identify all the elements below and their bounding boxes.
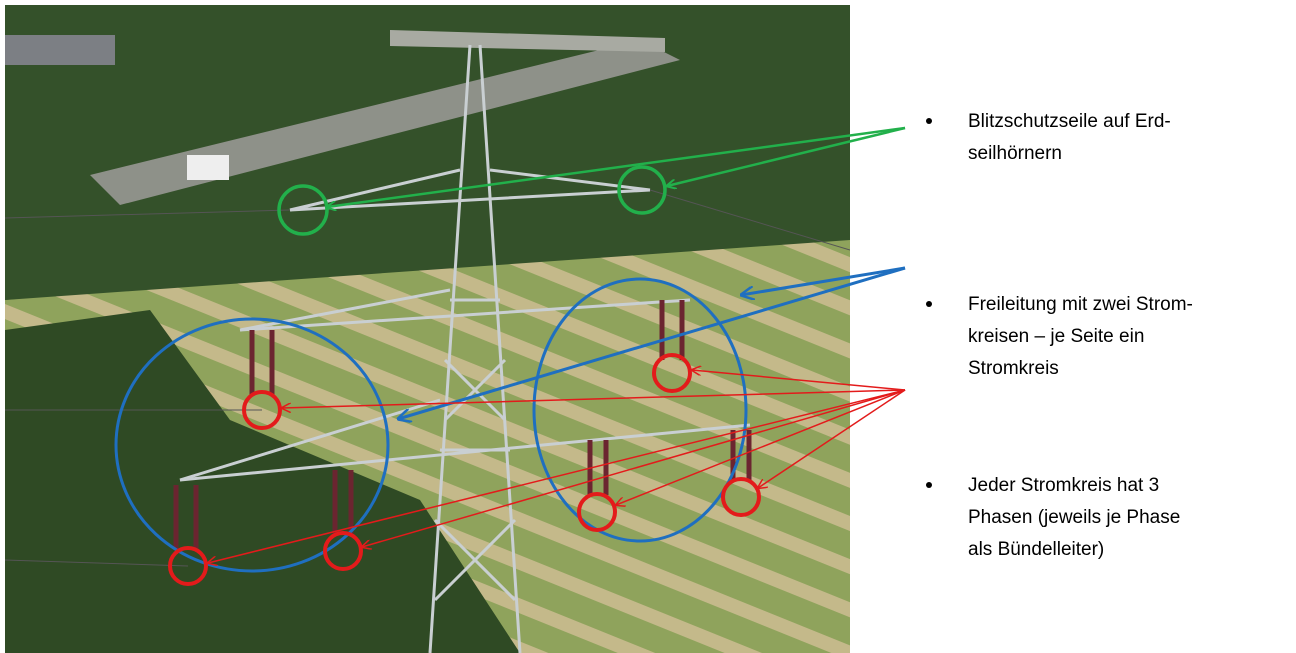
trees-bottom: [5, 310, 520, 653]
red-circle: [577, 492, 617, 532]
bullet-text: seilhörnern: [968, 143, 1062, 164]
tower: [179, 44, 751, 653]
green-arrow: [327, 126, 906, 207]
annotations: [114, 126, 906, 586]
bullet-dot: [926, 118, 932, 124]
green-circle: [617, 165, 667, 215]
red-arrows: [208, 370, 906, 563]
bullet-text: kreisen – je Seite ein: [968, 326, 1144, 347]
trees-top: [5, 5, 850, 300]
truck: [187, 155, 229, 180]
bullet-text: Phasen (jeweils je Phase: [968, 507, 1180, 528]
highway: [90, 40, 680, 205]
red-circle: [242, 390, 282, 430]
bullet-dot: [926, 301, 932, 307]
conductors: [5, 189, 850, 567]
red-circles: [168, 353, 761, 586]
bullet-text: Jeder Stromkreis hat 3: [968, 475, 1159, 496]
bridge: [390, 30, 665, 52]
red-arrow: [208, 389, 906, 563]
bullet-list: Blitzschutzseile auf Erd-seilhörnern Frei…: [926, 111, 1193, 560]
green-arrow: [667, 126, 906, 186]
bullet-dot: [926, 482, 932, 488]
bullet-text: Freileitung mit zwei Strom-: [968, 294, 1193, 315]
red-circle: [721, 477, 761, 517]
red-circle: [652, 353, 692, 393]
red-arrow: [758, 389, 906, 488]
blue-ellipse: [114, 317, 390, 573]
red-arrow: [282, 389, 906, 408]
photo: [5, 5, 850, 653]
bullet-text: als Bündelleiter): [968, 539, 1104, 560]
red-arrow: [616, 389, 906, 505]
red-arrow: [362, 389, 906, 547]
bullet-text: Stromkreis: [968, 358, 1059, 379]
blue-arrow: [398, 266, 906, 419]
red-circle: [323, 531, 363, 571]
bullet-text: Blitzschutzseile auf Erd-: [968, 111, 1171, 132]
red-arrow: [692, 370, 906, 391]
blue-ellipse: [532, 277, 748, 543]
building: [5, 35, 115, 65]
blue-arrow: [741, 266, 906, 295]
